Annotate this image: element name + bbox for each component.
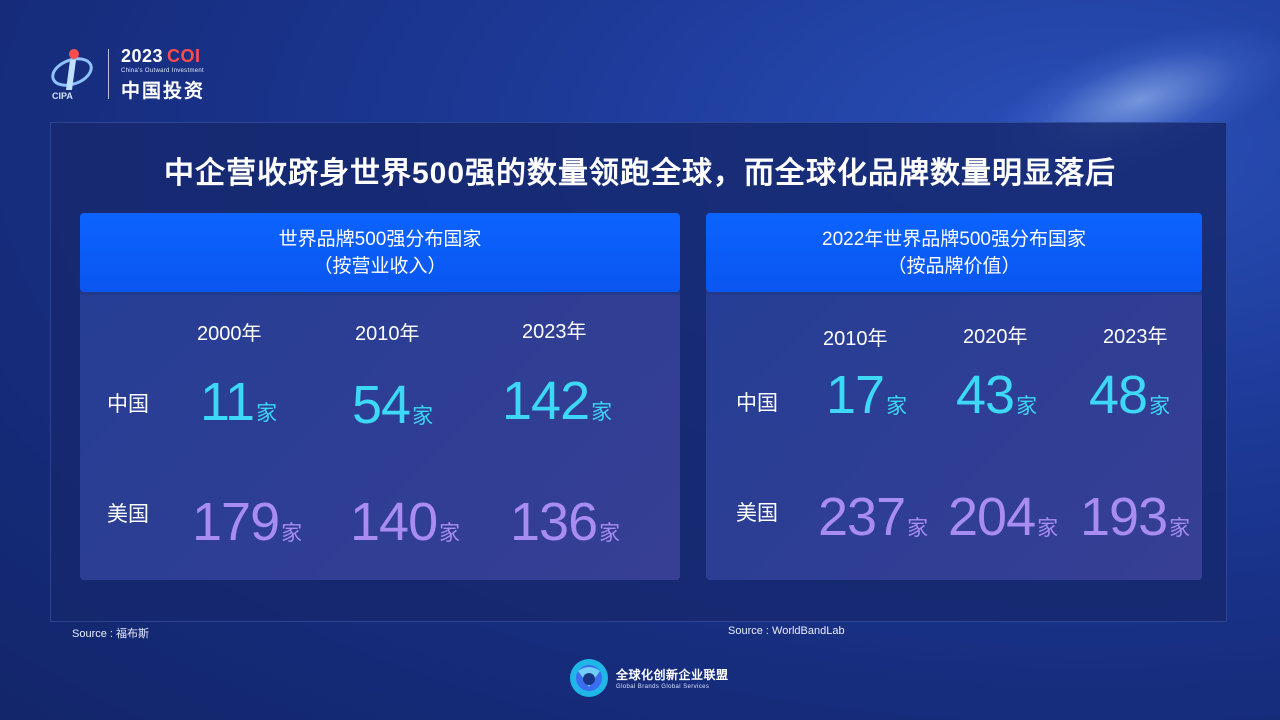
value-unit: 家: [1016, 395, 1038, 418]
left-year-3: 2023年: [522, 321, 587, 343]
value-number: 43: [956, 365, 1015, 425]
logo-cn-name: 中国投资: [121, 80, 206, 102]
value-number: 48: [1089, 365, 1148, 425]
right-us-2023: 193家: [1080, 490, 1190, 544]
value-number: 237: [818, 487, 906, 547]
left-us-2000: 179家: [192, 495, 302, 549]
source-left: Source : 福布斯: [72, 628, 150, 640]
left-china-2000: 11家: [200, 375, 277, 429]
right-us-2020: 204家: [948, 490, 1058, 544]
right-card-heading-line1: 2022年世界品牌500强分布国家: [822, 228, 1086, 250]
left-us-2023: 136家: [510, 495, 620, 549]
alliance-logo-icon: [570, 659, 608, 697]
value-unit: 家: [1149, 395, 1171, 418]
left-card-body: 2000年 2010年 2023年 中国 美国 11家 54家 142家 179…: [80, 295, 680, 580]
value-unit: 家: [256, 402, 278, 425]
slide-title: 中企营收跻身世界500强的数量领跑全球，而全球化品牌数量明显落后: [163, 157, 1117, 190]
value-number: 204: [948, 487, 1036, 547]
left-china-2010: 54家: [352, 378, 433, 432]
value-unit: 家: [412, 405, 434, 428]
right-row-label-china: 中国: [736, 392, 778, 415]
footer-cn-name: 全球化创新企业联盟: [616, 668, 729, 682]
left-us-2010: 140家: [350, 495, 460, 549]
value-unit: 家: [281, 522, 303, 545]
right-card-body: 2010年 2020年 2023年 中国 美国 17家 43家 48家 237家…: [706, 295, 1202, 580]
right-us-2010: 237家: [818, 490, 928, 544]
left-china-2023: 142家: [502, 374, 612, 428]
value-unit: 家: [439, 522, 461, 545]
left-card: 世界品牌500强分布国家 （按营业收入） 2000年 2010年 2023年 中…: [80, 213, 680, 580]
logo-abbr: CIPA: [52, 91, 73, 101]
value-number: 179: [192, 492, 280, 552]
right-china-2023: 48家: [1089, 368, 1170, 422]
header-logo: CIPA 2023 COI China's Outward Investment…: [48, 44, 205, 104]
right-china-2010: 17家: [826, 368, 907, 422]
value-unit: 家: [886, 395, 908, 418]
value-number: 17: [826, 365, 885, 425]
logo-brand: COI: [167, 45, 201, 66]
value-number: 54: [352, 375, 411, 435]
left-card-header: 世界品牌500强分布国家 （按营业收入）: [80, 213, 680, 292]
right-row-label-us: 美国: [736, 502, 778, 525]
left-card-heading-line2: （按营业收入）: [313, 255, 447, 277]
left-row-label-china: 中国: [107, 393, 149, 416]
right-year-2: 2020年: [963, 326, 1028, 348]
value-unit: 家: [1037, 517, 1059, 540]
left-card-heading-line1: 世界品牌500强分布国家: [278, 228, 482, 250]
logo-text: 2023 COI China's Outward Investment 中国投资: [121, 46, 205, 103]
left-year-1: 2000年: [197, 323, 262, 345]
right-card: 2022年世界品牌500强分布国家 （按品牌价值） 2010年 2020年 20…: [706, 213, 1202, 580]
value-number: 136: [510, 492, 598, 552]
logo-subtitle: China's Outward Investment: [121, 67, 204, 74]
left-row-label-us: 美国: [107, 503, 149, 526]
value-unit: 家: [1169, 517, 1191, 540]
cipa-logo-icon: CIPA: [51, 49, 93, 101]
logo-year-line: 2023 COI: [121, 46, 205, 67]
right-card-header: 2022年世界品牌500强分布国家 （按品牌价值）: [706, 213, 1202, 292]
source-right: Source : WorldBandLab: [728, 625, 845, 637]
footer-logo: 全球化创新企业联盟 Global Brands Global Services: [568, 657, 729, 699]
right-china-2020: 43家: [956, 368, 1037, 422]
logo-year: 2023: [121, 45, 164, 66]
right-year-3: 2023年: [1103, 326, 1168, 348]
value-number: 142: [502, 371, 590, 431]
value-unit: 家: [591, 401, 613, 424]
value-unit: 家: [599, 522, 621, 545]
right-card-heading-line2: （按品牌价值）: [887, 255, 1021, 277]
footer-en-name: Global Brands Global Services: [616, 684, 710, 690]
value-number: 11: [200, 372, 255, 432]
right-year-1: 2010年: [823, 328, 888, 350]
value-number: 140: [350, 492, 438, 552]
logo-divider: [108, 49, 109, 99]
footer-text: 全球化创新企业联盟 Global Brands Global Services: [616, 666, 729, 690]
value-number: 193: [1080, 487, 1168, 547]
value-unit: 家: [907, 517, 929, 540]
left-year-2: 2010年: [355, 323, 420, 345]
